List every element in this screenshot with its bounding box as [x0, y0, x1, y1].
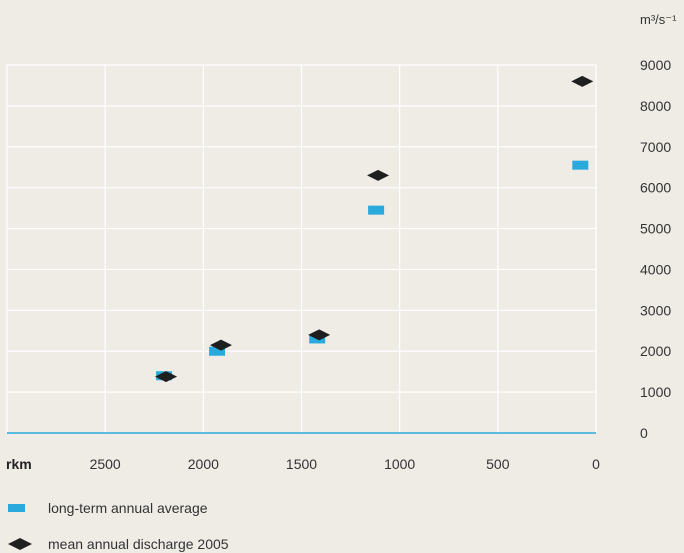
discharge-2005-point	[308, 329, 331, 341]
y-axis-unit: m³/s⁻¹	[640, 12, 677, 27]
y-tick-labels: 0 1000 2000 3000 4000 5000 6000 7000 8000 9000	[640, 57, 671, 441]
discharge-2005-point	[367, 169, 390, 181]
average-point	[368, 205, 385, 215]
legend-item-2005: mean annual discharge 2005	[8, 536, 229, 552]
legend-item-average: long-term annual average	[8, 500, 208, 516]
y-tick-label: 2000	[640, 343, 671, 359]
discharge-2005-point	[155, 371, 178, 383]
legend-diamond-icon	[8, 538, 32, 550]
y-tick-label: 0	[640, 425, 648, 441]
x-tick-label: 0	[592, 456, 600, 472]
x-tick-label: 2500	[90, 456, 121, 472]
legend-label-average: long-term annual average	[48, 500, 208, 516]
y-tick-label: 8000	[640, 98, 671, 114]
y-tick-label: 3000	[640, 302, 671, 318]
average-point	[209, 346, 226, 356]
legend-label-2005: mean annual discharge 2005	[48, 536, 229, 552]
y-tick-label: 4000	[640, 261, 671, 277]
data-points	[155, 75, 594, 383]
y-tick-label: 9000	[640, 57, 671, 73]
y-tick-label: 1000	[640, 384, 671, 400]
grid	[6, 64, 597, 433]
y-tick-label: 7000	[640, 139, 671, 155]
discharge-2005-point	[210, 339, 233, 351]
y-tick-label: 6000	[640, 180, 671, 196]
x-axis-label: rkm	[6, 456, 32, 472]
x-tick-labels: 2500 2000 1500 1000 500 0	[90, 456, 601, 472]
x-tick-label: 1500	[286, 456, 317, 472]
x-tick-label: 1000	[384, 456, 415, 472]
x-tick-label: 500	[486, 456, 510, 472]
discharge-2005-point	[571, 75, 594, 87]
y-tick-label: 5000	[640, 221, 671, 237]
x-tick-label: 2000	[188, 456, 219, 472]
legend-rectangle-icon	[8, 504, 25, 512]
average-point	[572, 160, 589, 170]
